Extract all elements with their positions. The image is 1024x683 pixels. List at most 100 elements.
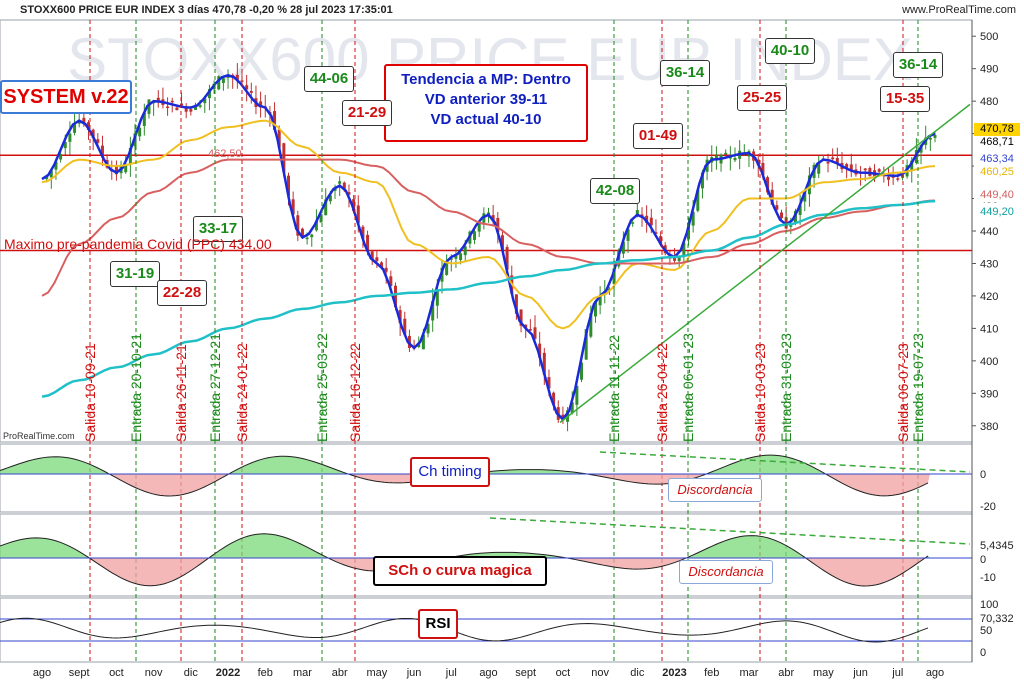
x-tick-label: nov <box>591 667 609 679</box>
score-box: 25-25 <box>737 85 787 111</box>
x-tick-label: oct <box>109 667 124 679</box>
signal-label: Salida 26-04-22 <box>654 343 670 442</box>
x-tick-label: may <box>813 667 834 679</box>
candle-body <box>87 122 91 130</box>
candle-body <box>621 241 625 254</box>
candle-body <box>459 253 463 261</box>
y-tick-label: 410 <box>980 323 998 335</box>
candle-body <box>170 100 174 103</box>
candle-body <box>221 78 225 83</box>
candle-body <box>166 106 170 109</box>
signal-label: Entrada 20-10-21 <box>128 333 144 442</box>
price-tag: 449,40 <box>974 189 1020 202</box>
candle-body <box>649 217 653 226</box>
candle-body <box>784 217 788 229</box>
x-tick-label: feb <box>704 667 719 679</box>
candle-body <box>235 74 239 80</box>
candle-body <box>496 217 500 233</box>
score-box: 44-06 <box>304 66 354 92</box>
chart-title: STOXX600 PRICE EUR INDEX 3 días 470,78 -… <box>20 4 393 16</box>
candle-body <box>300 228 304 237</box>
candle-body <box>198 105 202 107</box>
x-tick-label: ago <box>33 667 51 679</box>
candle-body <box>519 309 523 326</box>
signal-label: Entrada 31-03-23 <box>778 333 794 442</box>
candle-body <box>770 189 774 205</box>
candle-body <box>184 106 188 112</box>
rsi-value: 70,332 <box>980 613 1014 625</box>
sch-tick: 0 <box>980 554 986 566</box>
signal-label: Entrada 11-11-22 <box>606 335 622 442</box>
candle-body <box>147 99 151 114</box>
candle-body <box>142 112 146 126</box>
candle-body <box>831 157 835 160</box>
candle-body <box>691 211 695 226</box>
x-tick-label: mar <box>739 667 758 679</box>
candle-body <box>505 247 509 270</box>
title-bar: STOXX600 PRICE EUR INDEX 3 días 470,78 -… <box>0 0 1024 20</box>
candle-body <box>500 235 504 250</box>
candle-body <box>514 294 518 314</box>
rsi-box: RSI <box>418 609 458 639</box>
candle-body <box>138 127 142 137</box>
x-tick-label: feb <box>258 667 273 679</box>
candle-body <box>635 210 639 215</box>
signal-label: Salida 16-12-22 <box>347 343 363 442</box>
candle-body <box>659 236 663 245</box>
candle-body <box>896 178 900 180</box>
candle-body <box>370 251 374 260</box>
x-tick-label: oct <box>556 667 571 679</box>
candle-body <box>598 295 602 306</box>
candle-body <box>328 195 332 202</box>
candle-body <box>245 85 249 90</box>
candle-body <box>435 289 439 306</box>
candle-body <box>114 166 118 175</box>
candle-body <box>584 329 588 360</box>
sch-value: 5,4345 <box>980 540 1014 552</box>
candle-body <box>654 232 658 234</box>
rsi-tick: 100 <box>980 599 998 611</box>
candle-body <box>580 362 584 380</box>
candle-body <box>700 172 704 189</box>
candle-body <box>487 212 490 215</box>
candle-body <box>552 392 556 405</box>
candle-body <box>733 157 737 161</box>
candle-body <box>338 181 342 184</box>
candle-body <box>780 212 784 219</box>
site-link[interactable]: www.ProRealTime.com <box>902 4 1016 16</box>
signal-label: Entrada 25-03-22 <box>314 333 330 442</box>
rsi-tick: 50 <box>980 625 992 637</box>
rsi-line <box>0 617 929 643</box>
divergence-line <box>489 517 971 545</box>
candle-body <box>431 300 435 321</box>
candle-body <box>863 168 867 171</box>
x-tick-label: jun <box>406 667 422 679</box>
candle-body <box>193 104 197 110</box>
candle-body <box>766 177 770 193</box>
x-tick-label: jul <box>891 667 903 679</box>
ch-timing-positive <box>0 455 930 474</box>
candle-body <box>789 225 793 227</box>
candle-body <box>217 76 221 90</box>
rsi-tick: 0 <box>980 647 986 659</box>
candle-body <box>449 258 453 260</box>
y-tick-label: 420 <box>980 291 998 303</box>
candle-body <box>886 176 890 180</box>
sch-line <box>0 533 929 587</box>
y-tick-label: 500 <box>980 31 998 43</box>
candle-body <box>356 205 360 224</box>
candle-body <box>389 276 393 286</box>
y-tick-label: 490 <box>980 64 998 76</box>
candle-body <box>73 123 77 133</box>
score-box: 36-14 <box>893 52 943 78</box>
candle-body <box>542 352 546 375</box>
candle-body <box>724 152 728 155</box>
signal-label: Salida 10-03-23 <box>752 343 768 442</box>
candle-body <box>570 402 574 414</box>
candle-body <box>277 129 281 148</box>
y-tick-label: 480 <box>980 96 998 108</box>
candle-body <box>640 214 644 217</box>
level-46250-label: 462,50 <box>208 148 242 160</box>
candle-body <box>910 160 914 170</box>
candle-body <box>226 76 230 78</box>
